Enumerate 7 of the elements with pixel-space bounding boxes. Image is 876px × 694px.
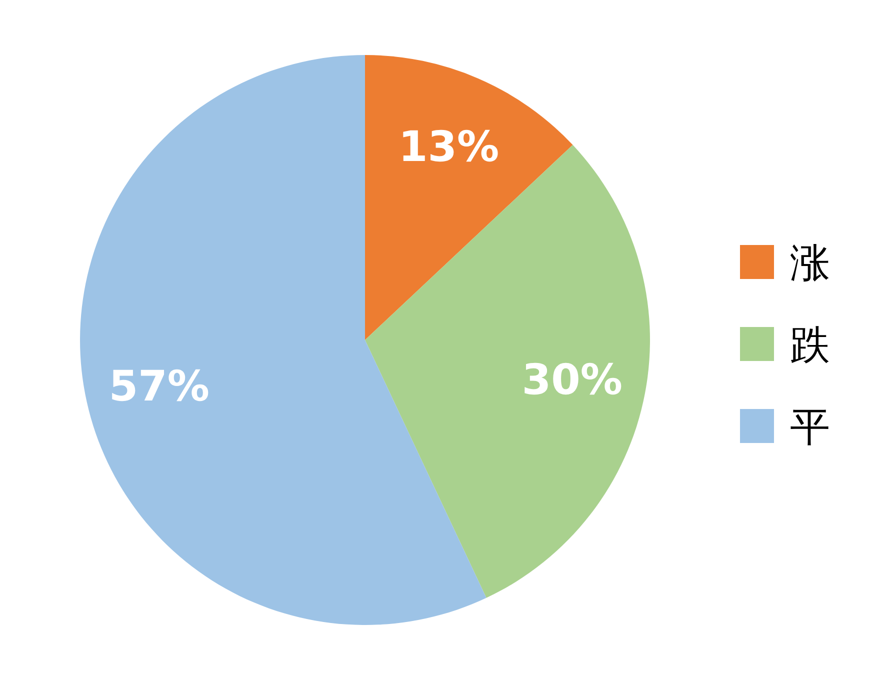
legend-label: 跌 — [790, 322, 830, 368]
data-label: 13% — [398, 122, 500, 172]
pie-slice — [365, 55, 573, 340]
data-label: 57% — [108, 362, 210, 411]
data-label: 30% — [522, 355, 622, 404]
legend-label: 涨 — [790, 240, 830, 286]
legend-label: 平 — [790, 404, 830, 450]
